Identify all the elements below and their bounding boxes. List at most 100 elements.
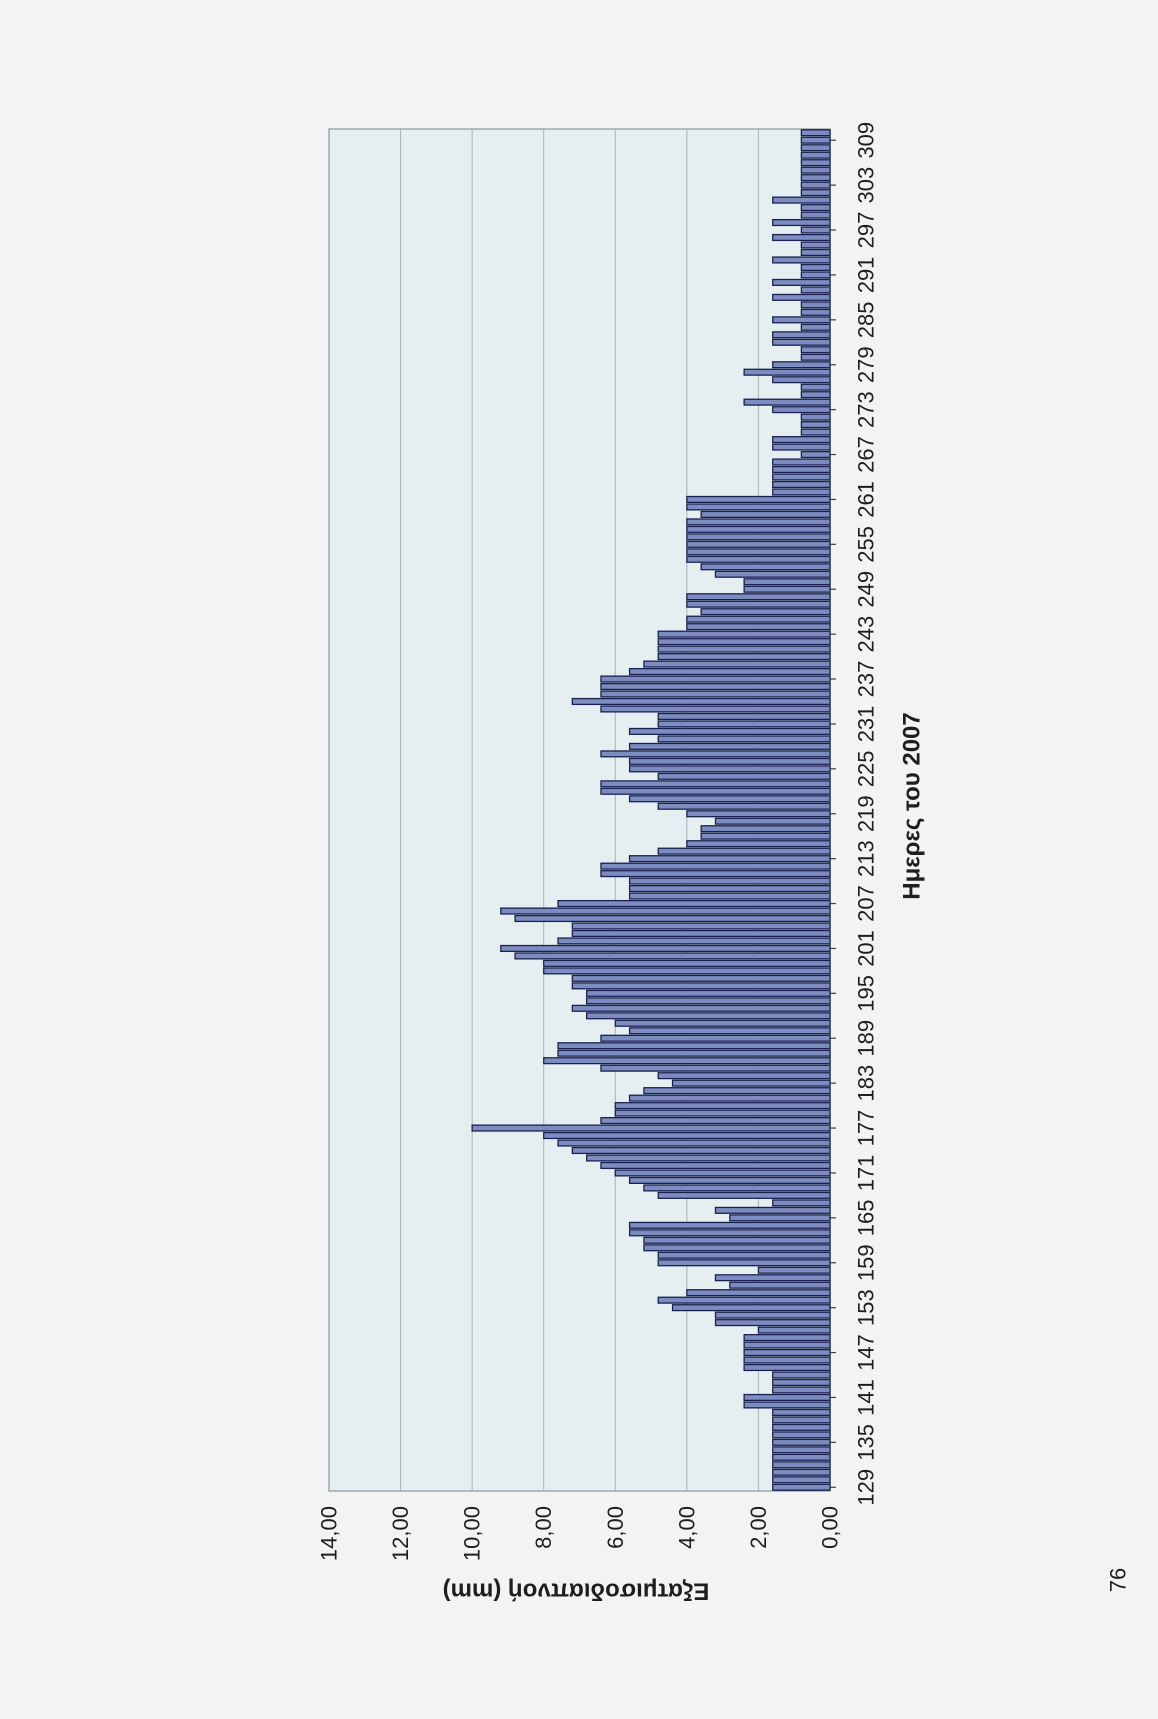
x-tick-label: 189 bbox=[854, 1020, 879, 1057]
bar-day-151 bbox=[714, 1319, 831, 1327]
bar-day-253 bbox=[686, 555, 831, 563]
bar-day-271 bbox=[800, 421, 831, 429]
bar-day-156 bbox=[729, 1281, 831, 1289]
bar-day-277 bbox=[772, 376, 831, 384]
bar-day-282 bbox=[772, 338, 831, 346]
bar-day-285 bbox=[772, 316, 831, 324]
y-axis-title: Εξατμισοδιαπνοή (mm) bbox=[443, 1578, 710, 1605]
bar-day-135 bbox=[772, 1438, 831, 1446]
bar-day-139 bbox=[772, 1408, 831, 1416]
bar-day-228 bbox=[628, 742, 831, 750]
y-tick-label: 10,00 bbox=[460, 1506, 485, 1561]
bar-day-187 bbox=[557, 1049, 831, 1057]
x-axis-title: Ημερες του 2007 bbox=[899, 712, 926, 900]
bar-day-291 bbox=[800, 271, 831, 279]
bar-day-221 bbox=[628, 795, 831, 803]
bar-day-179 bbox=[614, 1109, 831, 1117]
bar-day-152 bbox=[714, 1311, 831, 1319]
bar-day-176 bbox=[543, 1131, 831, 1140]
bar-day-273 bbox=[772, 406, 831, 414]
bar-day-274 bbox=[743, 398, 831, 406]
bar-day-159 bbox=[657, 1259, 831, 1267]
bar-day-180 bbox=[614, 1102, 831, 1110]
bar-day-278 bbox=[743, 368, 831, 376]
bar-day-287 bbox=[800, 301, 831, 309]
bar-day-222 bbox=[600, 787, 831, 795]
bar-day-224 bbox=[657, 772, 831, 780]
y-tick-label: 6,00 bbox=[603, 1506, 628, 1549]
bar-day-308 bbox=[800, 144, 831, 152]
bar-day-172 bbox=[600, 1161, 831, 1170]
bar-day-307 bbox=[800, 151, 831, 159]
bar-day-220 bbox=[657, 802, 831, 810]
x-tick-label: 249 bbox=[854, 571, 879, 608]
x-tick-label: 177 bbox=[854, 1110, 879, 1147]
x-tick-label: 237 bbox=[854, 661, 879, 698]
bar-day-193 bbox=[571, 1004, 831, 1012]
bar-day-167 bbox=[772, 1199, 831, 1207]
bar-day-240 bbox=[657, 653, 831, 661]
bar-day-162 bbox=[643, 1236, 831, 1244]
bar-day-137 bbox=[772, 1423, 831, 1431]
bar-day-195 bbox=[586, 989, 831, 997]
bar-day-238 bbox=[628, 667, 831, 676]
x-tick-label: 195 bbox=[854, 975, 879, 1012]
x-tick-label: 219 bbox=[854, 795, 879, 832]
bar-day-140 bbox=[743, 1401, 831, 1409]
x-tick-label: 159 bbox=[854, 1244, 879, 1281]
bar-day-243 bbox=[657, 630, 831, 638]
bar-day-199 bbox=[543, 959, 831, 967]
x-tick-label: 303 bbox=[854, 167, 879, 204]
bar-day-275 bbox=[800, 391, 831, 399]
bar-day-160 bbox=[657, 1251, 831, 1259]
bar-day-226 bbox=[628, 757, 831, 765]
bar-day-219 bbox=[686, 810, 831, 818]
x-tick-label: 153 bbox=[854, 1289, 879, 1326]
bar-day-130 bbox=[772, 1476, 831, 1484]
bar-day-299 bbox=[800, 211, 831, 219]
bar-day-295 bbox=[800, 241, 831, 249]
bar-day-272 bbox=[800, 413, 831, 421]
x-tick-label: 129 bbox=[854, 1469, 879, 1506]
bar-day-185 bbox=[600, 1064, 831, 1072]
bar-day-173 bbox=[586, 1154, 831, 1162]
bar-day-259 bbox=[700, 510, 831, 518]
bar-day-138 bbox=[772, 1416, 831, 1424]
bar-day-252 bbox=[700, 563, 831, 571]
bar-day-255 bbox=[686, 540, 831, 548]
bar-day-296 bbox=[772, 233, 831, 242]
bar-day-233 bbox=[600, 705, 831, 713]
bar-day-247 bbox=[686, 600, 831, 608]
bar-day-168 bbox=[657, 1191, 831, 1199]
bar-day-270 bbox=[800, 428, 831, 436]
bar-day-204 bbox=[571, 922, 831, 930]
bar-day-155 bbox=[686, 1289, 831, 1297]
bar-day-214 bbox=[657, 847, 831, 855]
bar-day-279 bbox=[772, 361, 831, 369]
bar-day-281 bbox=[800, 346, 831, 354]
y-tick-label: 8,00 bbox=[531, 1506, 556, 1549]
y-tick-label: 12,00 bbox=[388, 1506, 413, 1561]
bar-day-276 bbox=[800, 383, 831, 391]
x-tick-label: 243 bbox=[854, 616, 879, 653]
x-tick-label: 279 bbox=[854, 346, 879, 383]
bar-day-207 bbox=[557, 899, 831, 908]
bar-day-145 bbox=[743, 1363, 831, 1372]
bar-day-131 bbox=[772, 1468, 831, 1476]
x-tick-label: 285 bbox=[854, 301, 879, 338]
bar-day-189 bbox=[600, 1034, 831, 1042]
bar-day-153 bbox=[671, 1304, 831, 1312]
bar-day-239 bbox=[643, 660, 831, 668]
y-tick-label: 2,00 bbox=[746, 1506, 771, 1549]
bar-day-163 bbox=[628, 1229, 831, 1237]
bar-day-268 bbox=[772, 443, 831, 451]
bar-day-129 bbox=[772, 1483, 831, 1491]
bar-day-284 bbox=[800, 323, 831, 331]
x-tick-label: 201 bbox=[854, 930, 879, 967]
bar-day-208 bbox=[628, 892, 831, 900]
x-tick-labels: 129 135 141 147 153 159 165 171 177 183 189 195 201 2… bbox=[830, 122, 879, 1506]
bar-day-266 bbox=[772, 458, 831, 466]
bar-day-181 bbox=[628, 1094, 831, 1102]
